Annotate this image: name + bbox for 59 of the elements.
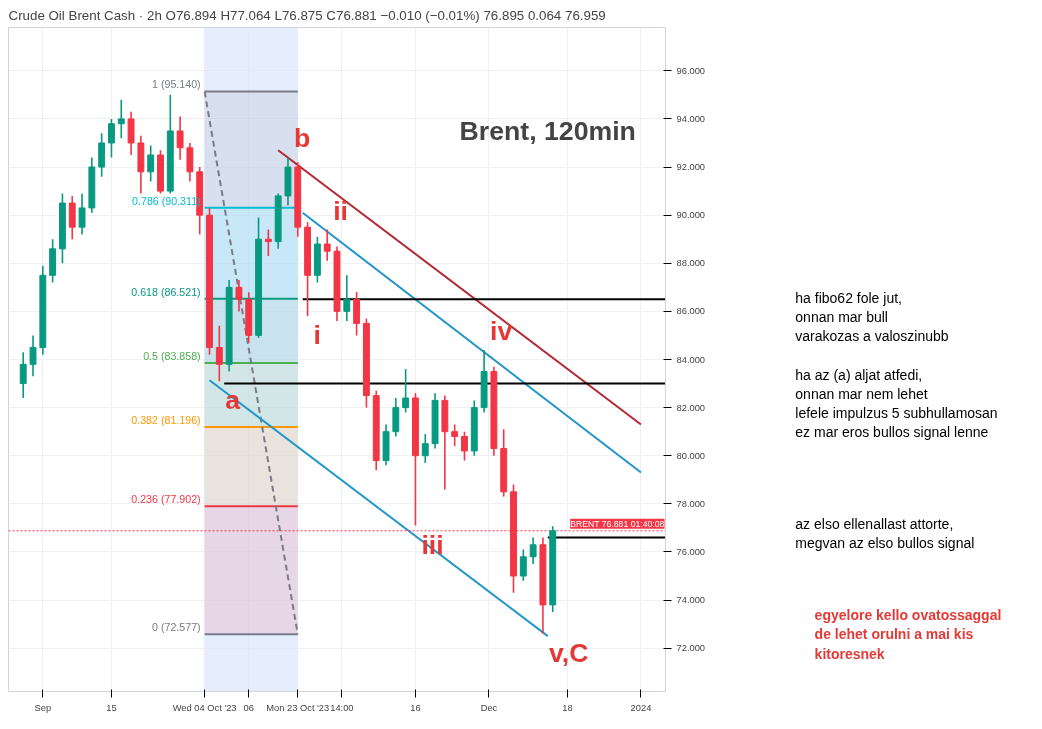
x-tick-label: 15 [106, 702, 117, 713]
x-tick-label: 16 [410, 702, 421, 713]
y-tick-label: 90.000 [676, 210, 706, 221]
y-tick-label: 76.000 [676, 546, 706, 557]
candlestick [147, 144, 155, 183]
annotation: i [313, 320, 321, 351]
chart-subtitle: Crude Oil Brent Cash · 2h O76.894 H77.064 L76.875 C76.881 −0.010 (−0.01%) 76.895 0.064 76.959 [8, 7, 606, 23]
y-tick-label: 96.000 [676, 65, 706, 76]
y-tick-label: 86.000 [676, 306, 706, 317]
candlestick [402, 368, 410, 414]
candlestick [323, 228, 331, 262]
series-label: 0.382 (81.196) [131, 413, 201, 426]
x-tick-label: Dec [480, 702, 498, 713]
x-tick-label: Mon 23 Oct '23 [266, 702, 330, 713]
candlestick [19, 351, 27, 399]
x-tick-label: Wed 04 Oct '23 [172, 702, 237, 713]
x-tick-label: 06 [243, 702, 254, 713]
series-label: 1 (95.140) [152, 78, 201, 91]
candlestick [176, 115, 184, 161]
candlestick [264, 228, 272, 257]
x-tick-label: Sep [34, 702, 52, 713]
text: egyelore kello ovatossaggal de lehet orulni a mai kis kitoresnek [814, 607, 1002, 662]
y-tick-label: 80.000 [676, 450, 706, 461]
candlestick [343, 274, 351, 322]
candlestick [108, 118, 115, 159]
candlestick [461, 430, 468, 462]
series-label: 0.236 (77.902) [131, 493, 201, 506]
y-tick-label: 82.000 [676, 402, 706, 413]
y-tick-label: 92.000 [676, 162, 706, 173]
text: ha az (a) aljat atfedi, onnan mar nem lehet lefele impulzus 5 subhullamosan ez mar eros bullos signal lenne [795, 366, 998, 441]
y-tick-label: 88.000 [676, 258, 706, 269]
text: Brent, 120min [459, 115, 636, 146]
series-label: 0 (72.577) [152, 621, 201, 634]
x-tick-label: 2024 [630, 702, 652, 713]
annotation: ii [333, 195, 349, 226]
candlestick [235, 279, 243, 313]
y-tick-label: 78.000 [676, 498, 706, 509]
candlestick [421, 433, 429, 464]
series-label: 0.5 (83.858) [143, 349, 201, 362]
y-tick-label: 84.000 [676, 354, 706, 365]
candlestick [215, 325, 223, 382]
text: az elso ellenallast attorte, megvan az elso bullos signal [795, 515, 975, 552]
series-label: 0.618 (86.521) [131, 285, 201, 298]
candlestick [117, 98, 125, 139]
annotation: b [293, 123, 311, 154]
candlestick [519, 548, 527, 582]
annotation: v,C [548, 637, 589, 668]
candlestick [451, 423, 459, 447]
candlestick [529, 536, 537, 565]
candlestick [78, 192, 86, 236]
y-tick-label: 72.000 [676, 643, 706, 654]
x-tick-label: 14:00 [330, 702, 354, 713]
text: ha fibo62 fole jut, onnan mar bull varakozas a valoszinubb [795, 289, 949, 345]
y-tick-label: 74.000 [676, 595, 706, 606]
annotation: iv [490, 315, 513, 346]
candlestick [29, 334, 37, 378]
ref-line-label: BRENT 76.881 01:40:08 [570, 518, 665, 529]
y-tick-label: 94.000 [676, 113, 706, 124]
x-tick-label: 18 [562, 702, 573, 713]
